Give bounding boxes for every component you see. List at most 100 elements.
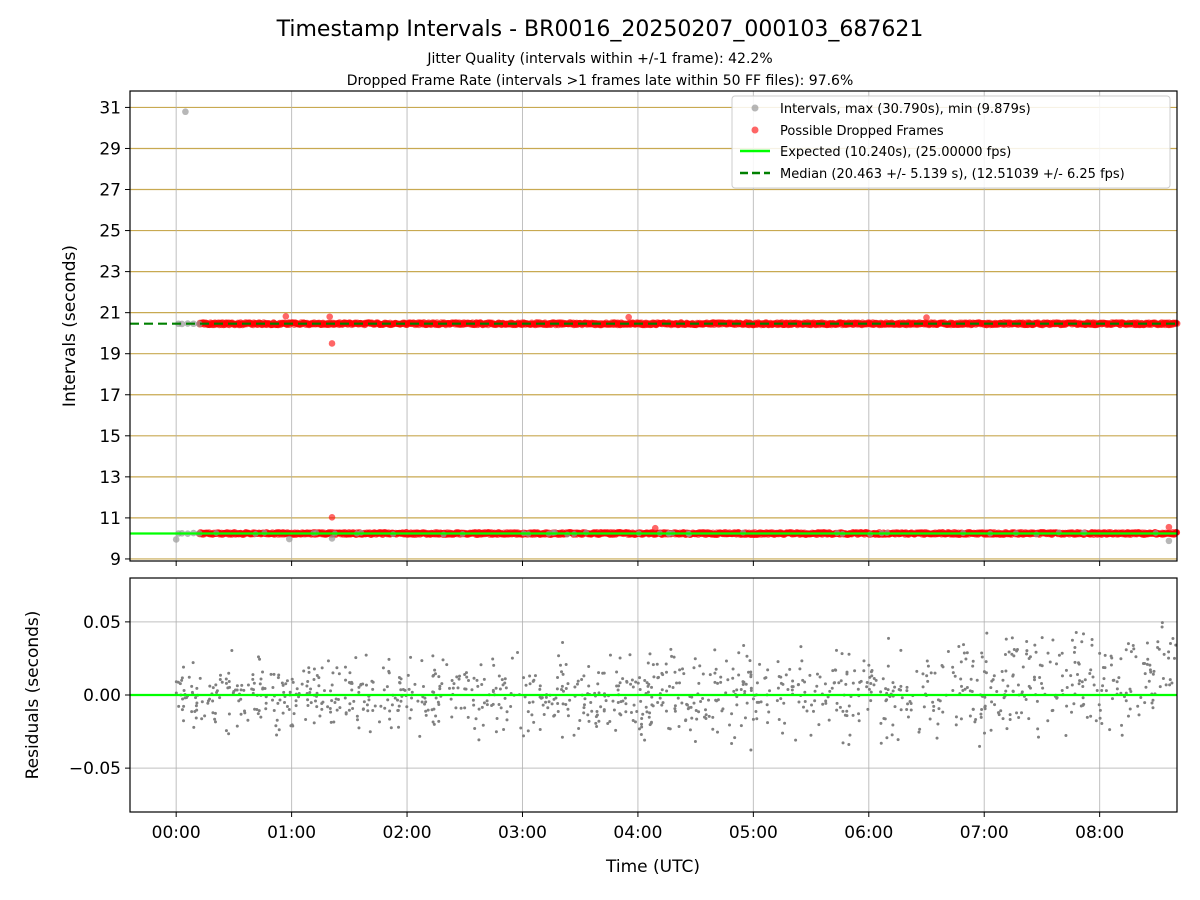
- residual-point: [844, 682, 848, 686]
- residual-point: [491, 702, 495, 706]
- residual-point: [1080, 640, 1084, 644]
- dropped-frame-point: [1165, 523, 1173, 531]
- residual-point: [426, 708, 430, 712]
- residual-point: [758, 662, 762, 666]
- residual-point: [1160, 625, 1164, 629]
- residual-point: [830, 686, 834, 690]
- residual-point: [1012, 654, 1016, 658]
- residual-point: [701, 697, 705, 701]
- residual-point: [618, 681, 622, 685]
- residual-point: [693, 740, 697, 744]
- residual-point: [743, 716, 747, 720]
- residual-point: [344, 678, 348, 682]
- residual-point: [1060, 674, 1064, 678]
- residual-point: [879, 690, 883, 694]
- residual-point: [230, 649, 234, 653]
- residual-point: [837, 681, 841, 685]
- residual-point: [670, 654, 674, 658]
- residual-point: [783, 721, 787, 725]
- residual-point: [869, 690, 873, 694]
- residual-point: [307, 666, 311, 670]
- residual-point: [643, 738, 647, 742]
- residual-point: [803, 680, 807, 684]
- residual-point: [458, 674, 462, 678]
- residual-point: [724, 659, 728, 663]
- residual-point: [704, 716, 708, 720]
- residual-point: [630, 678, 634, 682]
- residual-point: [929, 671, 933, 675]
- dropped-frame-point: [282, 313, 290, 320]
- residual-point: [215, 689, 219, 693]
- residual-point: [755, 717, 759, 721]
- residual-point: [990, 700, 994, 704]
- residual-point: [828, 689, 832, 693]
- residual-point: [538, 728, 542, 732]
- residual-point: [1004, 669, 1008, 673]
- residual-point: [350, 681, 354, 685]
- residual-point: [480, 683, 484, 687]
- residual-point: [608, 653, 612, 657]
- residual-point: [918, 727, 922, 731]
- residual-point: [1139, 696, 1143, 700]
- residual-point: [1027, 717, 1031, 721]
- residual-point: [615, 684, 619, 688]
- residual-point: [1073, 645, 1077, 649]
- residual-point: [1108, 728, 1112, 732]
- residual-point: [475, 678, 479, 682]
- residual-point: [371, 687, 375, 691]
- residual-point: [641, 712, 645, 716]
- y-tick-label: 23: [99, 263, 121, 283]
- y-tick-label: 11: [99, 509, 121, 529]
- residual-point: [893, 685, 897, 689]
- residual-point: [971, 707, 975, 711]
- residual-point: [636, 681, 640, 685]
- residual-point: [430, 708, 434, 712]
- residual-point: [992, 674, 996, 678]
- residual-point: [180, 708, 184, 712]
- residual-point: [604, 699, 608, 703]
- residual-point: [745, 654, 749, 658]
- residual-point: [1119, 657, 1123, 661]
- residual-point: [716, 730, 720, 734]
- residual-point: [737, 673, 741, 677]
- residual-point: [1069, 674, 1073, 678]
- residual-point: [656, 700, 660, 704]
- residual-point: [867, 663, 871, 667]
- residual-point: [735, 688, 739, 692]
- residual-point: [566, 707, 570, 711]
- residual-point: [333, 701, 337, 705]
- residual-point: [1094, 719, 1098, 723]
- residual-point: [306, 679, 310, 683]
- residual-point: [1126, 642, 1130, 646]
- residual-point: [635, 710, 639, 714]
- residual-point: [409, 655, 413, 659]
- residual-point: [354, 656, 358, 660]
- residual-point: [424, 700, 428, 704]
- residual-point: [264, 707, 268, 711]
- residual-point: [847, 652, 851, 656]
- residual-point: [838, 705, 842, 709]
- residual-point: [744, 682, 748, 686]
- residual-point: [853, 669, 857, 673]
- residual-point: [399, 688, 403, 692]
- residual-point: [973, 720, 977, 724]
- residual-point: [294, 704, 298, 708]
- residual-point: [1128, 687, 1132, 691]
- residual-point: [899, 708, 903, 712]
- residual-point: [631, 685, 635, 689]
- residual-point: [1109, 663, 1113, 667]
- residual-point: [463, 706, 467, 710]
- residual-point: [906, 702, 910, 706]
- residual-point: [337, 672, 341, 676]
- residual-point: [1100, 688, 1104, 692]
- residual-point: [1098, 708, 1102, 712]
- residual-point: [824, 701, 828, 705]
- residual-point: [407, 687, 411, 691]
- residual-point: [1102, 677, 1106, 681]
- residual-point: [784, 673, 788, 677]
- residual-point: [637, 727, 641, 731]
- residual-point: [650, 685, 654, 689]
- residual-point: [480, 705, 484, 709]
- residual-point: [503, 677, 507, 681]
